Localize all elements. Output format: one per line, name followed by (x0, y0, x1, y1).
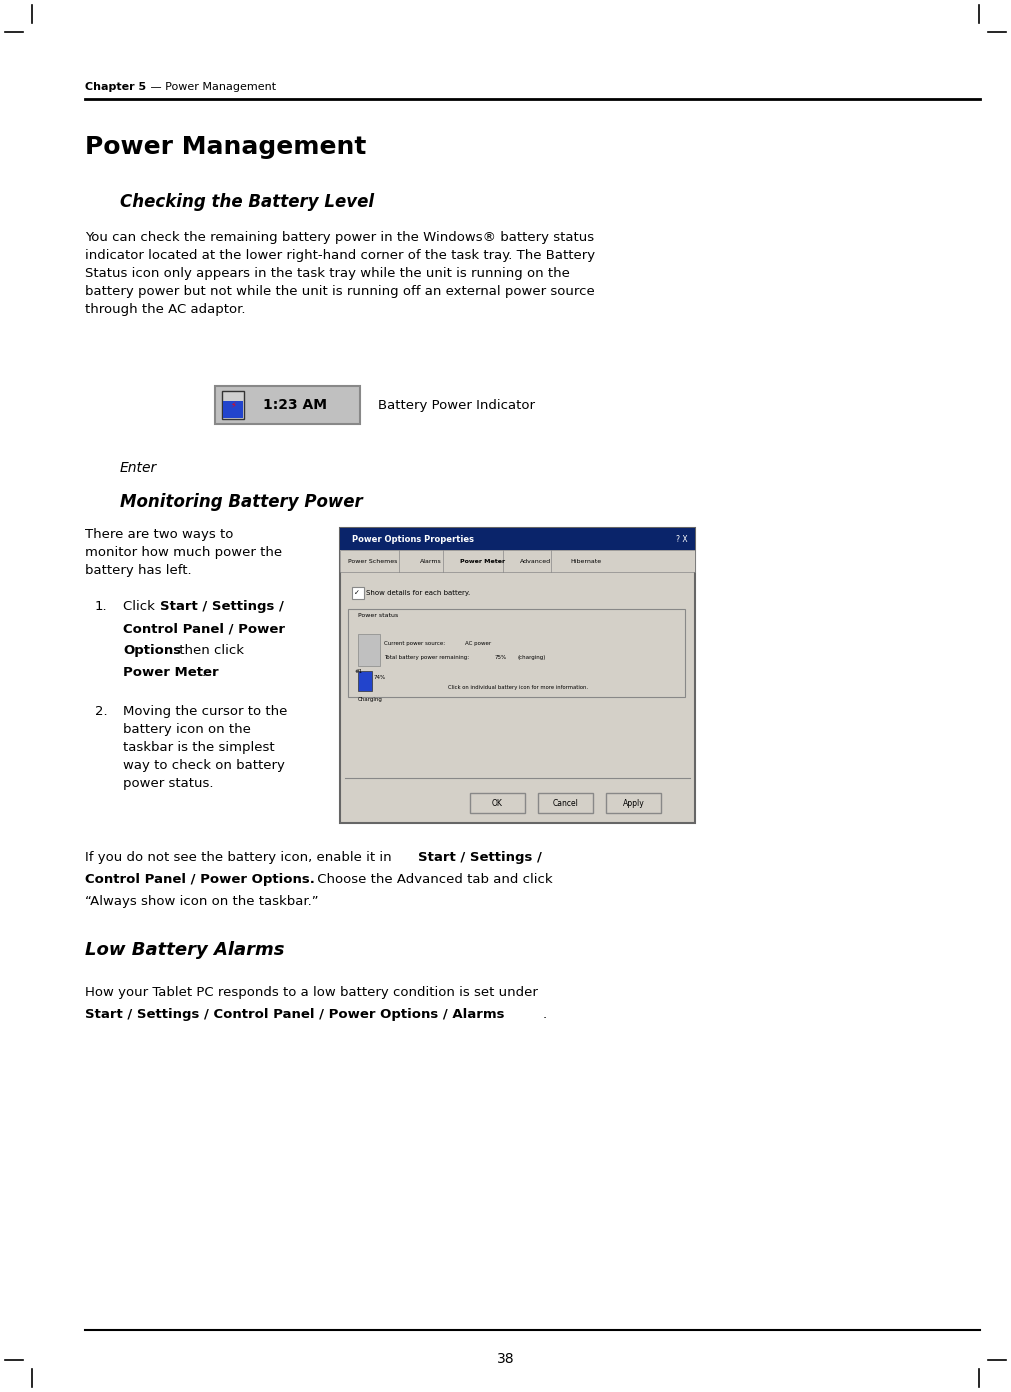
Text: .: . (202, 665, 206, 679)
Text: ⚡: ⚡ (231, 401, 236, 409)
Text: Advanced: Advanced (520, 558, 551, 564)
Text: Checking the Battery Level: Checking the Battery Level (120, 193, 374, 212)
Bar (340, 528, 695, 550)
Text: #1: #1 (355, 670, 363, 674)
Text: Moving the cursor to the
battery icon on the
taskbar is the simplest
way to chec: Moving the cursor to the battery icon on… (123, 704, 287, 791)
Text: There are two ways to
monitor how much power the
battery has left.: There are two ways to monitor how much p… (85, 528, 282, 578)
Text: 1.: 1. (95, 600, 107, 612)
Text: Power Meter: Power Meter (460, 558, 506, 564)
Bar (358, 633, 380, 665)
Bar (340, 550, 695, 572)
Text: You can check the remaining battery power in the Windows® battery status
indicat: You can check the remaining battery powe… (85, 231, 595, 316)
Text: Power Options Properties: Power Options Properties (352, 535, 474, 543)
Text: ? X: ? X (676, 535, 688, 543)
Text: Power Management: Power Management (85, 135, 366, 159)
FancyBboxPatch shape (340, 528, 695, 823)
FancyBboxPatch shape (215, 386, 360, 425)
Text: Current power source:: Current power source: (384, 640, 445, 646)
Text: Battery Power Indicator: Battery Power Indicator (378, 398, 535, 412)
FancyBboxPatch shape (470, 793, 525, 813)
Text: 1:23 AM: 1:23 AM (263, 398, 327, 412)
Text: 2.: 2. (95, 704, 107, 718)
Text: ✓: ✓ (354, 590, 360, 596)
FancyBboxPatch shape (606, 793, 661, 813)
Text: Choose the Advanced tab and click: Choose the Advanced tab and click (313, 873, 553, 885)
Text: Click on individual battery icon for more information.: Click on individual battery icon for mor… (448, 685, 587, 689)
Text: Total battery power remaining:: Total battery power remaining: (384, 656, 469, 660)
Text: Start / Settings / Control Panel / Power Options / Alarms: Start / Settings / Control Panel / Power… (85, 1008, 504, 1020)
Text: 75%: 75% (495, 656, 508, 660)
Bar (340, 550, 695, 572)
Text: Low Battery Alarms: Low Battery Alarms (85, 941, 284, 959)
Text: 74%: 74% (374, 675, 386, 681)
FancyBboxPatch shape (538, 793, 593, 813)
Text: Start / Settings /: Start / Settings / (160, 600, 284, 612)
Text: — Power Management: — Power Management (147, 82, 276, 92)
Text: (charging): (charging) (518, 656, 546, 660)
FancyBboxPatch shape (348, 610, 685, 697)
Text: Enter: Enter (120, 461, 158, 475)
Bar (352, 587, 364, 599)
Text: OK: OK (492, 799, 502, 807)
Text: “Always show icon on the taskbar.”: “Always show icon on the taskbar.” (85, 895, 318, 908)
Bar (358, 671, 372, 690)
Text: Power Schemes: Power Schemes (348, 558, 397, 564)
Text: Options: Options (123, 644, 181, 657)
Text: Power Meter: Power Meter (123, 665, 218, 679)
Text: Chapter 5: Chapter 5 (85, 82, 147, 92)
Text: Control Panel / Power: Control Panel / Power (123, 622, 285, 635)
Text: Hibernate: Hibernate (570, 558, 602, 564)
Text: Click: Click (123, 600, 159, 612)
Text: How your Tablet PC responds to a low battery condition is set under: How your Tablet PC responds to a low bat… (85, 986, 538, 999)
FancyBboxPatch shape (222, 391, 244, 419)
Text: AC power: AC power (465, 640, 491, 646)
Text: .: . (543, 1008, 547, 1020)
Text: Apply: Apply (623, 799, 644, 807)
Text: 38: 38 (496, 1352, 515, 1366)
Text: Show details for each battery.: Show details for each battery. (366, 590, 470, 596)
Text: Control Panel / Power Options.: Control Panel / Power Options. (85, 873, 314, 885)
Bar (223, 401, 243, 418)
Text: Charging: Charging (358, 697, 383, 702)
Text: then click: then click (175, 644, 244, 657)
Text: Power status: Power status (358, 612, 398, 618)
Text: Cancel: Cancel (553, 799, 578, 807)
Text: Alarms: Alarms (420, 558, 442, 564)
Text: Start / Settings /: Start / Settings / (418, 851, 542, 864)
Text: Monitoring Battery Power: Monitoring Battery Power (120, 493, 363, 511)
Text: If you do not see the battery icon, enable it in: If you do not see the battery icon, enab… (85, 851, 396, 864)
